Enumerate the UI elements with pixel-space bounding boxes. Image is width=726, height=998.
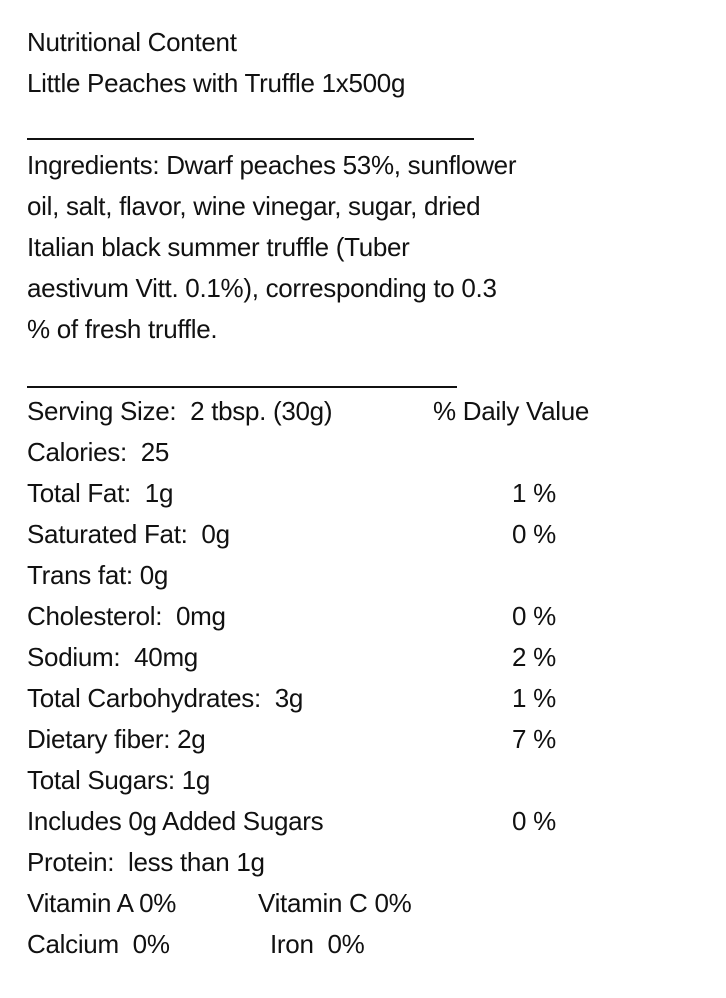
dv-header: % Daily Value xyxy=(433,396,590,426)
nutrient-label: Includes 0g Added Sugars xyxy=(27,806,324,836)
nutrient-label: Total Fat: 1g xyxy=(27,478,174,508)
vitamin: Iron 0% xyxy=(270,929,365,959)
ingredients-line: Ingredients: Dwarf peaches 53%, sunflowe… xyxy=(27,150,517,180)
daily-value: 0 % xyxy=(512,519,556,549)
nutrient-label: Saturated Fat: 0g xyxy=(27,519,230,549)
nutrient-label: Total Carbohydrates: 3g xyxy=(27,683,304,713)
vitamin: Vitamin C 0% xyxy=(258,888,412,918)
daily-value: 1 % xyxy=(512,683,556,713)
nutrient-label: Sodium: 40mg xyxy=(27,642,198,672)
vitamin: Calcium 0% xyxy=(27,929,170,959)
title: Nutritional Content xyxy=(27,27,237,57)
ingredients-line: Italian black summer truffle (Tuber xyxy=(27,232,410,262)
nutrient-label: Dietary fiber: 2g xyxy=(27,724,206,754)
vitamin: Vitamin A 0% xyxy=(27,888,177,918)
nutrient-label: Cholesterol: 0mg xyxy=(27,601,226,631)
product: Little Peaches with Truffle 1x500g xyxy=(27,68,406,98)
daily-value: 2 % xyxy=(512,642,556,672)
ingredients-line: % of fresh truffle. xyxy=(27,314,218,344)
separator xyxy=(27,138,474,140)
daily-value: 1 % xyxy=(512,478,556,508)
nutrient-label: Total Sugars: 1g xyxy=(27,765,211,795)
nutrient-label: Protein: less than 1g xyxy=(27,847,265,877)
nutrient-label: Calories: 25 xyxy=(27,437,170,467)
daily-value: 7 % xyxy=(512,724,556,754)
ingredients-line: aestivum Vitt. 0.1%), corresponding to 0… xyxy=(27,273,497,303)
nutrient-label: Trans fat: 0g xyxy=(27,560,169,590)
separator xyxy=(27,386,457,388)
daily-value: 0 % xyxy=(512,806,556,836)
ingredients-line: oil, salt, flavor, wine vinegar, sugar, … xyxy=(27,191,481,221)
serving-size: Serving Size: 2 tbsp. (30g) xyxy=(27,396,333,426)
daily-value: 0 % xyxy=(512,601,556,631)
